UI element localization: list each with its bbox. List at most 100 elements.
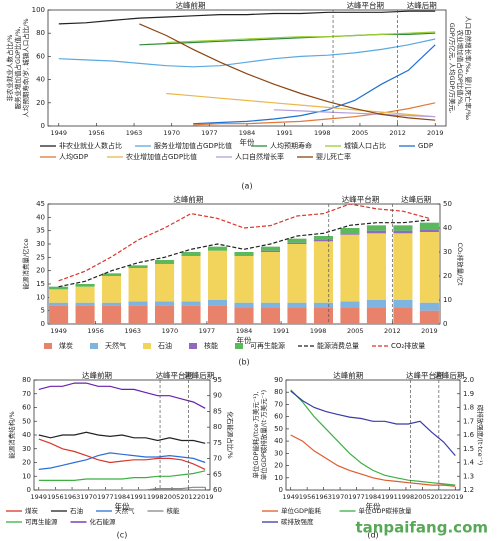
panel-caption: (a) [241, 182, 252, 191]
y2-tick-label: 10 [443, 296, 452, 304]
panel-caption: (d) [367, 531, 378, 540]
y2-tick-label: 95 [213, 376, 222, 384]
series-line [166, 31, 436, 44]
y-tick-label: 30 [22, 445, 31, 453]
bar-segment [49, 289, 69, 303]
x-tick-label: 1956 [88, 129, 105, 137]
y-tick-label: 25 [36, 253, 45, 261]
bar-segment [181, 252, 201, 256]
bar-segment [260, 252, 281, 303]
x-axis-label: 年份 [240, 137, 255, 147]
x-tick-label: 1977 [199, 327, 216, 335]
bar-segment [287, 242, 307, 244]
x-axis-label: 年份 [366, 501, 381, 511]
y2-tick-label: 65 [213, 470, 222, 478]
bar-segment [75, 305, 95, 324]
y-tick-label: 70 [274, 400, 283, 408]
y2-tick-label: 80 [213, 423, 222, 431]
legend-label: 天然气 [115, 506, 135, 515]
x-tick-label: 2019 [197, 493, 214, 501]
y-tick-label: 90 [274, 376, 283, 384]
legend-label: 煤炭 [25, 506, 39, 515]
x-tick-label: 1956 [47, 493, 64, 501]
y2-axis-label: 农业增加值占GDP比值/%, [456, 30, 465, 106]
x-tick-label: 1984 [365, 493, 382, 501]
y2-tick-label: 1.2 [463, 486, 474, 494]
phase-label: 达峰平台期 [406, 370, 444, 380]
bar-segment [260, 250, 281, 252]
bar-segment [260, 302, 281, 308]
bar-segment [393, 225, 413, 231]
legend-label: 可再生能源 [250, 341, 285, 350]
legend-label: 服务业增加值占GDP比值 [154, 141, 232, 150]
legend-swatch [90, 343, 98, 349]
watermark: tanpaifang.com [355, 519, 488, 537]
bar-segment [313, 236, 333, 240]
x-tick-label: 1956 [87, 327, 104, 335]
bar-segment [102, 305, 122, 324]
bar-segment [419, 310, 439, 324]
y-tick-label: 70 [22, 390, 31, 398]
y-tick-label: 5 [41, 307, 45, 315]
y2-tick-label: 2.0 [463, 376, 474, 384]
legend-label: GDP [418, 142, 433, 150]
y-tick-label: 60 [22, 404, 31, 412]
bar-segment [287, 308, 307, 324]
phase-label: 达峰平台期 [347, 0, 385, 10]
plot-frame [47, 9, 447, 127]
x-axis-label: 年份 [237, 335, 252, 345]
bar-segment [287, 244, 307, 303]
phase-label: 达峰平台期 [156, 370, 194, 380]
legend-label: 核能 [204, 341, 218, 350]
bar-segment [340, 234, 360, 302]
y-tick-label: 50 [22, 417, 31, 425]
legend-label: 核能 [167, 506, 181, 515]
bar-segment [313, 241, 333, 303]
legend-label: 化石能源 [90, 517, 117, 526]
bar-segment [155, 305, 175, 324]
bar-segment [128, 301, 148, 306]
legend-swatch [44, 343, 52, 349]
legend-label: 人均GDP [59, 152, 88, 161]
x-tick-label: 1949 [282, 493, 299, 501]
y-axis-label: 能源消费量/亿tce [21, 238, 30, 289]
y2-tick-label: 90 [213, 392, 222, 400]
bar-segment [340, 301, 360, 308]
bar-segment [340, 308, 360, 324]
x-axis-label: 年份 [115, 501, 130, 511]
bar-segment [287, 302, 307, 308]
legend-label: 能源消费总量 [317, 341, 359, 350]
legend-label: 城镇人口占比 [344, 141, 386, 150]
phase-label: 达峰前期 [176, 0, 206, 10]
phase-label: 达峰前期 [333, 370, 363, 380]
x-tick-label: 1977 [97, 493, 114, 501]
y-tick-label: 20 [274, 462, 283, 470]
bar-segment [260, 246, 281, 251]
y2-tick-label: 40 [443, 224, 452, 232]
bar-segment [75, 284, 95, 287]
y2-axis-label: CO₂排放量/亿t [456, 243, 465, 286]
bar-segment [366, 308, 386, 324]
bar-segment [366, 230, 386, 234]
x-tick-label: 1970 [80, 493, 97, 501]
bar-segment [207, 250, 228, 300]
y2-tick-label: 30 [443, 248, 452, 256]
bar-segment [234, 308, 254, 324]
x-tick-label: 1970 [332, 493, 349, 501]
y-tick-label: 100 [32, 6, 45, 14]
y-axis-label: 非农业就业人数占比/% [5, 35, 14, 102]
x-tick-label: 1970 [162, 327, 179, 335]
y2-tick-label: 1.5 [463, 445, 474, 453]
bar-segment [234, 302, 254, 308]
x-tick-label: 1984 [239, 129, 256, 137]
y2-axis-label: 人口自然增长率/‰, 婴儿死亡率/‰ [464, 16, 473, 120]
y2-axis-label: 化石能源占比/% [226, 411, 235, 458]
y-tick-label: 35 [36, 227, 45, 235]
bar-segment [393, 308, 413, 324]
x-tick-label: 2005 [164, 493, 181, 501]
series-line [38, 452, 206, 470]
legend-label: 石油 [70, 506, 83, 515]
y-tick-label: 10 [22, 472, 31, 480]
bar-segment [75, 302, 95, 306]
